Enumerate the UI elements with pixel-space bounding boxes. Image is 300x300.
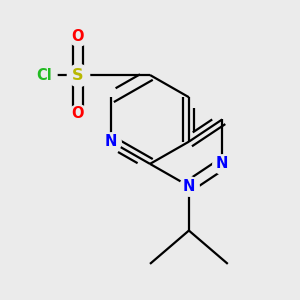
Text: O: O xyxy=(71,106,84,122)
Text: S: S xyxy=(72,68,83,82)
Text: N: N xyxy=(183,178,195,194)
Text: N: N xyxy=(105,134,117,149)
Text: O: O xyxy=(71,28,84,44)
Text: Cl: Cl xyxy=(37,68,52,82)
Text: N: N xyxy=(216,156,228,171)
